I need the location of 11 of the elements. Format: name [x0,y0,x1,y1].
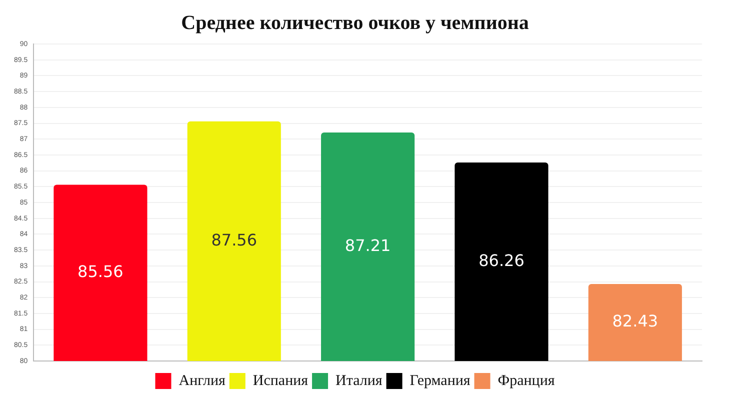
legend-label: Англия [178,372,226,389]
legend-label: Франция [498,372,555,389]
data-label: 86.26 [478,250,524,270]
data-label: 82.43 [612,312,658,331]
data-label: 85.56 [78,262,124,282]
legend-label: Италия [336,372,382,389]
legend-label: Испания [252,372,308,389]
legend-label: Германия [410,372,470,389]
chart-title: Среднее количество очков у чемпиона [181,12,529,34]
data-label: 87.56 [211,230,258,250]
data-label: 87.21 [344,236,391,255]
